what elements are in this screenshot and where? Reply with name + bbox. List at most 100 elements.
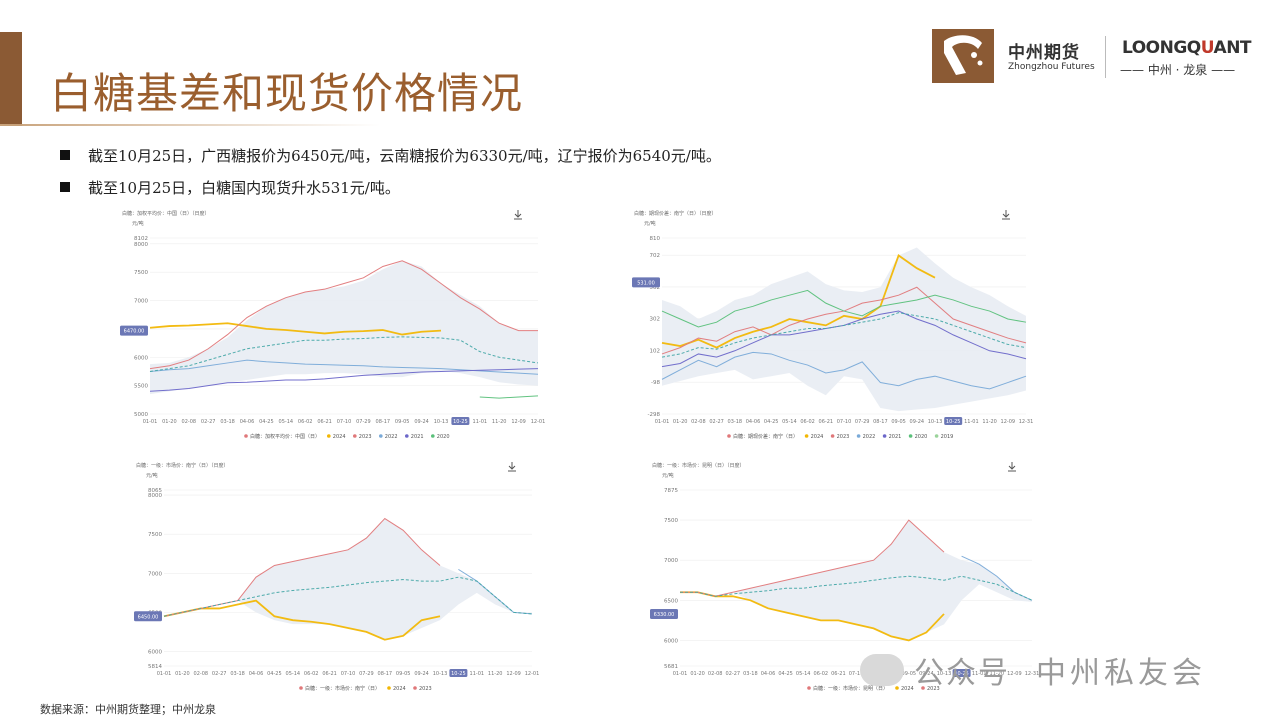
chart-svg: 白糖：加权平均价：中国（日）（日度）元/吨5000550060006500700… xyxy=(120,210,546,440)
download-icon[interactable] xyxy=(508,462,516,472)
range-band xyxy=(680,520,1032,641)
legend-dot xyxy=(387,686,391,690)
legend-dot xyxy=(353,434,357,438)
download-icon[interactable] xyxy=(1002,210,1010,220)
legend-dot xyxy=(908,434,913,438)
series-line-2024 xyxy=(680,591,945,642)
series-line-avg xyxy=(149,336,539,372)
legend-label: 白糖：加权平均价：中国（日） xyxy=(250,433,320,440)
current-value-label: 6470.00 xyxy=(124,329,145,335)
legend-item: 2020 xyxy=(431,434,450,440)
current-value-label: 6450.00 xyxy=(138,614,159,620)
x-tick-label: 02-08 xyxy=(182,419,197,425)
legend-label: 2023 xyxy=(419,686,432,692)
x-tick-label: 05-14 xyxy=(279,419,294,425)
legend-item: 2021 xyxy=(882,434,902,440)
legend-label: 2020 xyxy=(915,434,928,440)
legend-item: 2024 xyxy=(387,686,406,692)
x-tick-label: 03-18 xyxy=(743,671,758,677)
chart-nanning-basis: 白糖：期现价差：南宁（日）（日度） 元/吨 -298 -98 102 302 502 702 8… xyxy=(630,204,1036,444)
x-tick-label: 09-05 xyxy=(395,419,410,425)
brand-name-en: Zhongzhou Futures xyxy=(1008,62,1095,72)
x-tick-label: 11-01 xyxy=(473,419,488,425)
legend-item: 2022 xyxy=(856,434,876,440)
legend-label: 2023 xyxy=(837,434,850,440)
series-line-2020 xyxy=(661,289,1027,328)
legend-dot xyxy=(895,686,899,690)
legend-label: 2024 xyxy=(901,686,914,692)
y-tick-label: 8065 xyxy=(148,488,162,494)
legend-item: 2020 xyxy=(908,434,928,440)
legend-dot xyxy=(830,434,835,438)
chart-svg: 白糖：一级：市场价：南宁（日）（日度）元/吨581460006500700075… xyxy=(134,462,540,692)
legend-dot xyxy=(882,434,887,438)
watermark-label: 公众号 xyxy=(914,656,1010,691)
legend-item: 2023 xyxy=(830,434,850,440)
legend-label: 2024 xyxy=(393,686,406,692)
x-tick-label: 01-01 xyxy=(655,419,670,425)
chart-caption: 白糖：加权平均价：中国（日）（日度） xyxy=(122,210,210,217)
y-tick-label: -98 xyxy=(651,380,660,386)
series-line-2024 xyxy=(149,322,442,336)
x-highlight-tag xyxy=(449,669,468,677)
x-tick-label: 10-25 xyxy=(453,419,468,425)
legend-dot xyxy=(856,434,861,438)
x-tick-label: 09-24 xyxy=(414,671,429,677)
loongquant-subtitle: —— 中州 · 龙泉 —— xyxy=(1120,63,1236,77)
x-tick-label: 06-21 xyxy=(317,419,332,425)
x-tick-label: 07-29 xyxy=(855,419,870,425)
x-tick-label: 06-02 xyxy=(298,419,313,425)
x-tick-label: 01-01 xyxy=(157,671,172,677)
x-tick-label: 10-13 xyxy=(928,419,943,425)
x-tick-label: 06-21 xyxy=(819,419,834,425)
x-tick-label: 09-24 xyxy=(919,671,934,677)
series-line-avg xyxy=(661,312,1027,358)
x-tick-label: 02-08 xyxy=(708,671,723,677)
y-tick-label: 8102 xyxy=(134,236,148,242)
y-tick-label: 502 xyxy=(650,285,661,291)
loongquant-logo: LOONGQUANT xyxy=(1122,38,1252,58)
current-value-tag xyxy=(120,325,148,336)
legend-label: 2022 xyxy=(863,434,876,440)
chart-caption: 白糖：期现价差：南宁（日）（日度） xyxy=(634,210,717,217)
chart-unit: 元/吨 xyxy=(644,220,656,227)
legend-dot xyxy=(921,686,925,690)
legend-dot xyxy=(431,434,435,438)
y-tick-label: 8000 xyxy=(134,242,148,248)
x-tick-label: 12-01 xyxy=(531,419,546,425)
x-tick-label: 02-08 xyxy=(691,419,706,425)
x-tick-label: 09-05 xyxy=(396,671,411,677)
legend-label: 白糖：一级：市场价：昆明（日） xyxy=(813,685,888,692)
current-value-tag xyxy=(632,277,660,288)
x-tick-label: 07-10 xyxy=(341,671,356,677)
x-tick-label: 12-09 xyxy=(1007,671,1022,677)
legend-item: 2023 xyxy=(413,686,432,692)
x-tick-label: 12-31 xyxy=(1019,419,1034,425)
legend-label: 2021 xyxy=(889,434,902,440)
x-tick-label: 12-09 xyxy=(1001,419,1016,425)
x-tick-label: 12-01 xyxy=(525,671,540,677)
y-tick-label: 5500 xyxy=(134,384,148,390)
y-tick-label: 6000 xyxy=(134,355,148,361)
legend-item: 白糖：一级：市场价：南宁（日） xyxy=(299,685,380,692)
bullet-item: 截至10月25日，广西糖报价为6450元/吨，云南糖报价为6330元/吨，辽宁报… xyxy=(60,144,721,166)
x-tick-label: 08-17 xyxy=(376,419,391,425)
x-tick-label: 06-21 xyxy=(322,671,337,677)
x-tick-label: 05-14 xyxy=(782,419,797,425)
x-tick-label: 02-27 xyxy=(709,419,724,425)
legend-item: 2024 xyxy=(327,434,346,440)
legend-label: 白糖：期现价差：南宁（日） xyxy=(733,433,798,440)
download-icon[interactable] xyxy=(514,210,522,220)
x-tick-label: 03-18 xyxy=(728,419,743,425)
download-icon[interactable] xyxy=(1008,462,1016,472)
x-tick-label: 01-20 xyxy=(673,419,688,425)
chart-svg: 白糖：期现价差：南宁（日）（日度） 元/吨 -298 -98 102 302 502 702 8… xyxy=(632,210,1034,440)
bullet-item: 截至10月25日，白糖国内现货升水531元/吨。 xyxy=(60,176,721,198)
bullet-square-icon xyxy=(60,182,70,192)
x-highlight-tag xyxy=(952,669,971,677)
x-tick-label: 05-14 xyxy=(286,671,301,677)
x-tick-label: 04-06 xyxy=(761,671,776,677)
chart-guangxi-weighted-price: 白糖：加权平均价：中国（日）（日度）元/吨5000550060006500700… xyxy=(118,204,548,444)
bullet-square-icon xyxy=(60,150,70,160)
